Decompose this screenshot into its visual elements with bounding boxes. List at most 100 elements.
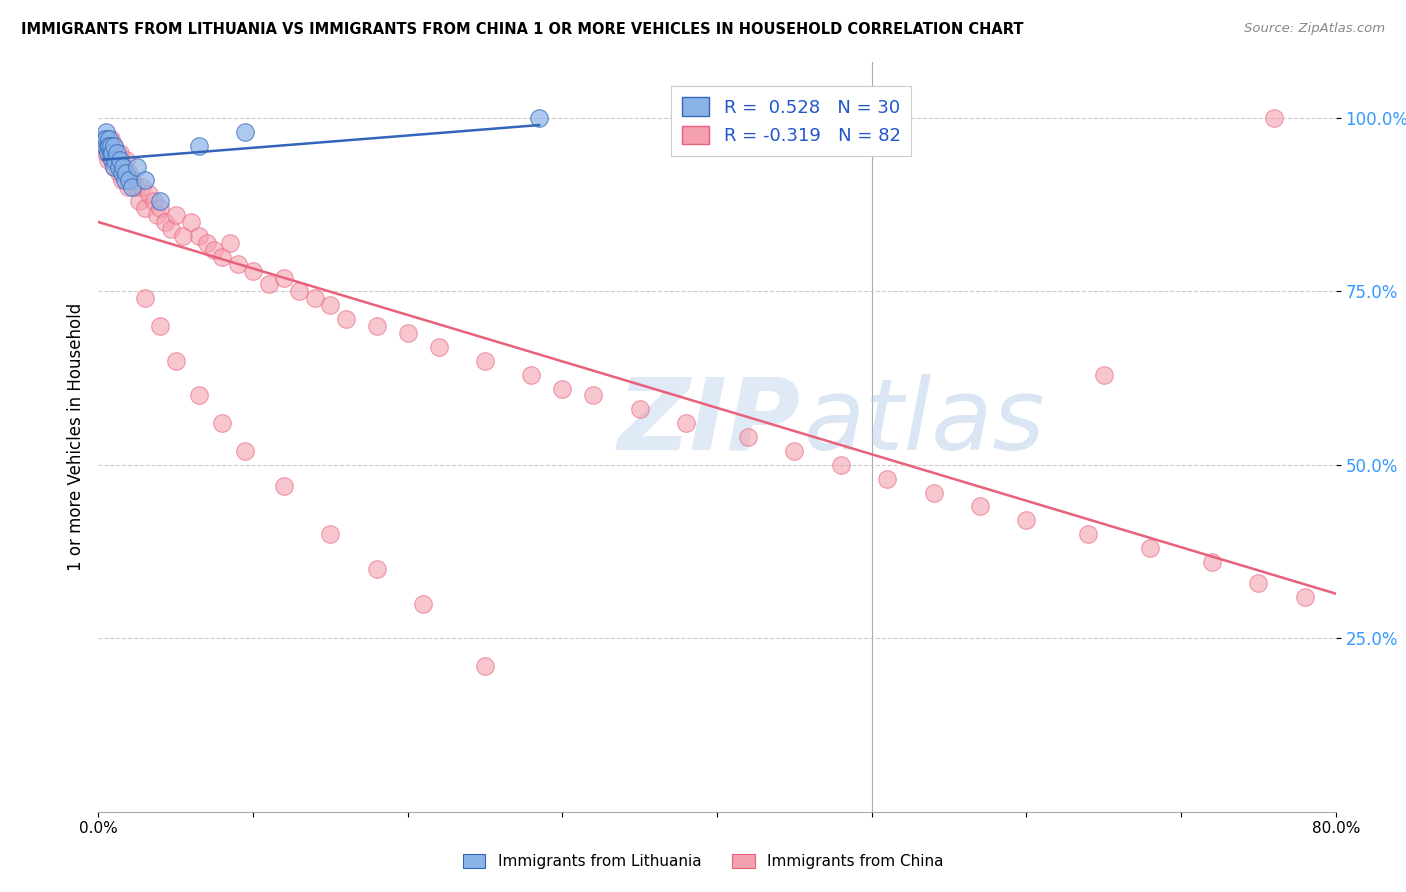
Point: [127, 160, 149, 174]
Point: [304, 291, 326, 305]
Point: [138, 187, 160, 202]
Point: [115, 153, 138, 167]
Point: [124, 180, 146, 194]
Point: [108, 153, 131, 167]
Point: [111, 173, 132, 187]
Point: [97, 153, 120, 167]
Point: [257, 277, 280, 292]
Point: [226, 257, 249, 271]
Point: [783, 444, 806, 458]
Point: [474, 659, 496, 673]
Point: [335, 312, 357, 326]
Point: [103, 138, 125, 153]
Point: [319, 527, 342, 541]
Point: [103, 160, 125, 174]
Point: [1263, 111, 1285, 125]
Point: [180, 215, 202, 229]
Point: [366, 319, 388, 334]
Point: [97, 138, 120, 153]
Point: [211, 250, 233, 264]
Point: [319, 298, 342, 312]
Point: [520, 368, 543, 382]
Legend: R =  0.528   N = 30, R = -0.319   N = 82: R = 0.528 N = 30, R = -0.319 N = 82: [671, 87, 911, 156]
Point: [211, 416, 233, 430]
Point: [474, 353, 496, 368]
Point: [427, 340, 450, 354]
Point: [149, 201, 172, 215]
Point: [134, 201, 156, 215]
Point: [1294, 590, 1316, 604]
Point: [551, 382, 574, 396]
Point: [204, 243, 226, 257]
Text: IMMIGRANTS FROM LITHUANIA VS IMMIGRANTS FROM CHINA 1 OR MORE VEHICLES IN HOUSEHO: IMMIGRANTS FROM LITHUANIA VS IMMIGRANTS …: [21, 22, 1024, 37]
Point: [118, 166, 141, 180]
Point: [100, 145, 122, 160]
Point: [121, 173, 143, 187]
Point: [134, 291, 156, 305]
Point: [149, 319, 172, 334]
Point: [165, 208, 187, 222]
Point: [112, 160, 135, 174]
Legend: Immigrants from Lithuania, Immigrants from China: Immigrants from Lithuania, Immigrants fr…: [457, 848, 949, 875]
Point: [115, 166, 138, 180]
Point: [128, 194, 150, 209]
Point: [105, 145, 128, 160]
Point: [529, 111, 551, 125]
Point: [969, 500, 991, 514]
Point: [134, 173, 156, 187]
Point: [737, 430, 759, 444]
Point: [114, 173, 136, 187]
Point: [108, 145, 131, 160]
Point: [153, 215, 176, 229]
Point: [675, 416, 697, 430]
Point: [104, 153, 127, 167]
Point: [143, 194, 166, 209]
Point: [111, 166, 132, 180]
Point: [121, 180, 143, 194]
Point: [1247, 575, 1270, 590]
Point: [98, 145, 121, 160]
Point: [131, 180, 153, 194]
Point: [93, 132, 115, 146]
Point: [96, 138, 118, 153]
Point: [118, 173, 141, 187]
Point: [103, 138, 125, 153]
Point: [188, 228, 211, 243]
Point: [112, 160, 135, 174]
Point: [103, 160, 125, 174]
Point: [105, 153, 128, 167]
Point: [107, 160, 129, 174]
Point: [1077, 527, 1099, 541]
Text: Source: ZipAtlas.com: Source: ZipAtlas.com: [1244, 22, 1385, 36]
Point: [396, 326, 419, 340]
Point: [96, 132, 118, 146]
Point: [1015, 513, 1038, 527]
Point: [242, 263, 264, 277]
Point: [1201, 555, 1223, 569]
Point: [96, 125, 118, 139]
Point: [188, 138, 211, 153]
Point: [195, 235, 218, 250]
Point: [101, 153, 124, 167]
Point: [233, 444, 257, 458]
Point: [101, 145, 124, 160]
Point: [104, 145, 127, 160]
Point: [146, 208, 169, 222]
Point: [101, 153, 124, 167]
Point: [1139, 541, 1161, 555]
Y-axis label: 1 or more Vehicles in Household: 1 or more Vehicles in Household: [66, 303, 84, 571]
Point: [172, 228, 194, 243]
Point: [98, 138, 121, 153]
Point: [114, 166, 136, 180]
Point: [160, 222, 183, 236]
Text: ZIP: ZIP: [619, 374, 801, 471]
Point: [100, 132, 122, 146]
Point: [96, 145, 118, 160]
Point: [98, 138, 121, 153]
Point: [273, 270, 295, 285]
Point: [93, 138, 115, 153]
Point: [922, 485, 945, 500]
Point: [149, 194, 172, 209]
Point: [188, 388, 211, 402]
Point: [273, 478, 295, 492]
